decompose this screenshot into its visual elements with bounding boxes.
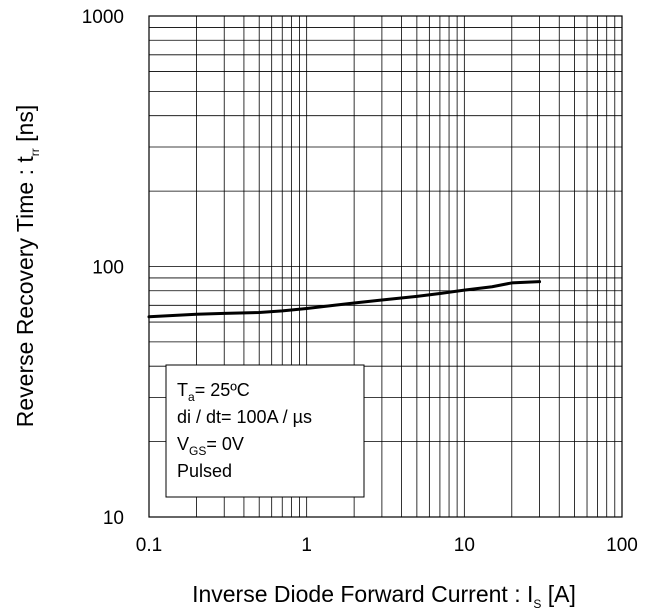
- condition-line-3: VGS= 0V: [177, 434, 244, 458]
- condition-line-4: Pulsed: [177, 461, 232, 481]
- x-tick-label: 10: [454, 535, 475, 556]
- tick-labels: 0.1 1 10 100 10 100 1000: [82, 7, 638, 556]
- x-tick-label: 100: [606, 535, 638, 556]
- condition-line-1: Ta= 25ºC: [177, 380, 250, 404]
- x-tick-label: 1: [301, 535, 312, 556]
- y-tick-label: 100: [92, 258, 124, 279]
- x-tick-label: 0.1: [136, 535, 162, 556]
- condition-line-2: di / dt= 100A / µs: [177, 407, 312, 427]
- series-line-0: [147, 280, 542, 319]
- y-axis-title: Reverse Recovery Time : trr [ns]: [12, 105, 42, 427]
- conditions-frame: [165, 364, 365, 498]
- x-axis-title: Inverse Diode Forward Current : IS [A]: [192, 581, 576, 611]
- plot-frame: [148, 15, 623, 518]
- series-curve: [147, 280, 542, 319]
- conditions-box: Ta= 25ºC di / dt= 100A / µs VGS= 0V Puls…: [165, 364, 365, 498]
- grid: [149, 16, 622, 517]
- y-tick-label: 10: [103, 508, 124, 529]
- y-tick-label: 1000: [82, 7, 124, 28]
